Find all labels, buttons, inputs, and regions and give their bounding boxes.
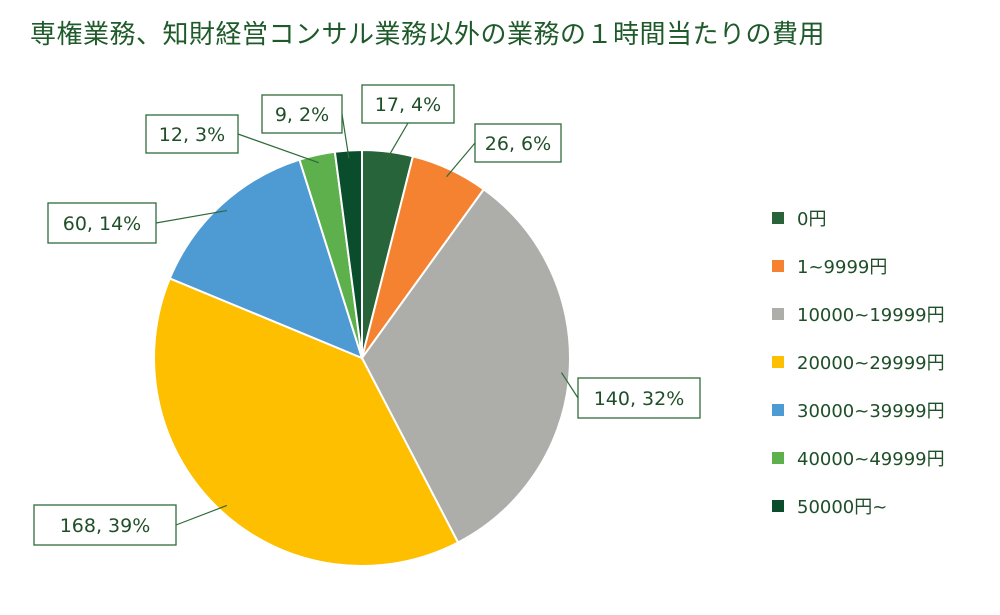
legend-swatch — [772, 212, 784, 224]
legend-label: 30000~39999円 — [797, 401, 945, 422]
data-label-box — [33, 504, 177, 546]
legend-swatch — [772, 500, 784, 512]
data-label-box — [361, 84, 455, 124]
pie-slice — [333, 148, 363, 359]
leader-line — [446, 142, 476, 178]
leader-line — [175, 504, 228, 526]
leader-line — [386, 122, 409, 160]
chart-title: 専権業務、知財経営コンサル業務以外の業務の１時間当たりの費用 — [30, 20, 826, 50]
legend-label: 1~9999円 — [797, 257, 887, 278]
legend-swatch — [772, 452, 784, 464]
data-label-box — [47, 202, 157, 244]
data-label: 12, 3% — [159, 124, 225, 146]
data-label-box — [145, 114, 239, 154]
legend-label: 40000~49999円 — [797, 449, 945, 470]
data-label: 168, 39% — [60, 515, 151, 537]
legend-swatch — [772, 404, 784, 416]
legend: 0円 1~9999円 10000~19999円 20000~29999円 30000~3… — [772, 209, 945, 518]
legend-swatch — [772, 356, 784, 368]
data-label: 17, 4% — [375, 94, 441, 116]
pie-slices — [153, 148, 571, 567]
data-label: 60, 14% — [63, 213, 142, 235]
pie-slice — [360, 187, 571, 544]
data-label-box — [261, 94, 343, 134]
data-label-box — [474, 123, 562, 163]
data-labels: 17, 4% 26, 6% 140, 32% 168, 39% 60, 14% 12, 3… — [33, 84, 701, 546]
leader-lines — [155, 113, 579, 526]
leader-line — [560, 372, 579, 399]
legend-label: 20000~29999円 — [797, 353, 945, 374]
legend-swatch — [772, 260, 784, 272]
leader-line — [155, 209, 227, 224]
pie-slice — [168, 158, 364, 360]
legend-label: 10000~19999円 — [797, 305, 945, 326]
data-label: 26, 6% — [485, 133, 551, 155]
data-label-box — [577, 377, 701, 419]
leader-line — [341, 113, 350, 159]
data-label: 9, 2% — [275, 104, 329, 126]
legend-swatch — [772, 308, 784, 320]
data-label: 140, 32% — [594, 388, 685, 410]
legend-label: 50000円~ — [797, 497, 887, 518]
legend-label: 0円 — [797, 209, 826, 230]
pie-slice — [153, 277, 460, 567]
leader-line — [237, 133, 319, 164]
